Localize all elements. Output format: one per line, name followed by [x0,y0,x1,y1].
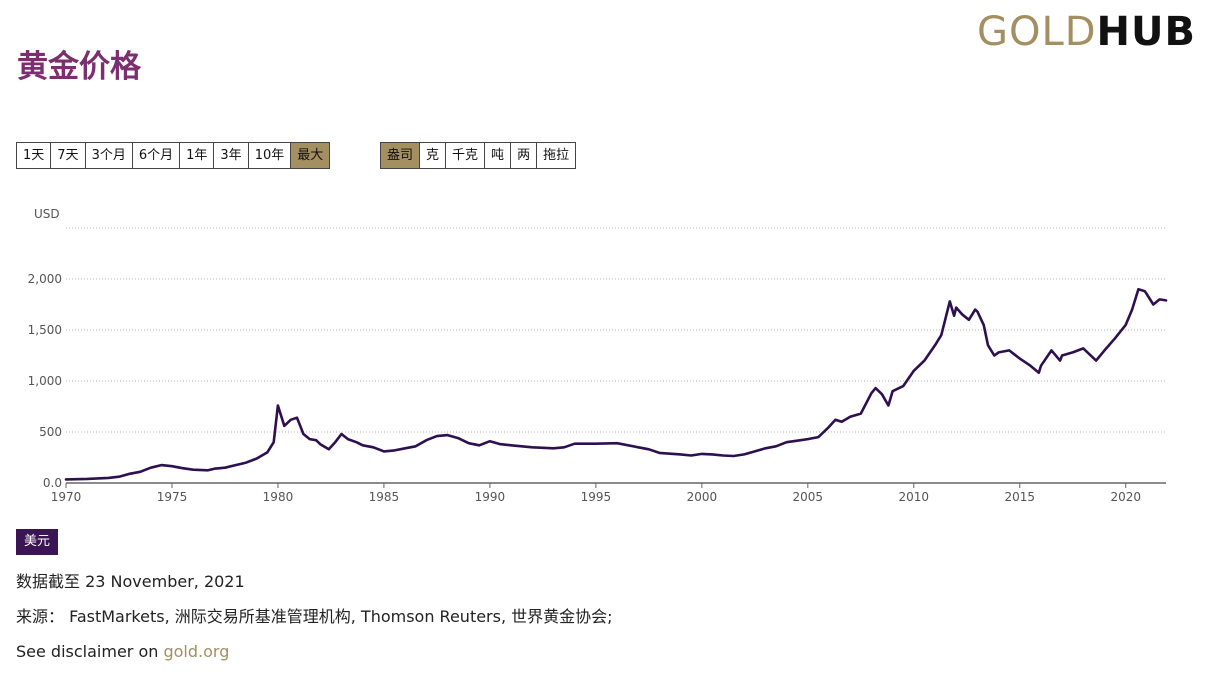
unit-button-5[interactable]: 拖拉 [536,142,577,169]
x-tick-label: 2010 [899,490,930,504]
logo-part-hub: HUB [1096,9,1196,55]
x-tick-label: 1970 [51,490,82,504]
period-button-3[interactable]: 6个月 [131,142,181,169]
period-button-2[interactable]: 3个月 [84,142,133,169]
x-tick-label: 1990 [475,490,506,504]
y-tick-label: 1,500 [28,323,62,337]
logo-part-gold: GOLD [976,9,1097,55]
period-button-0[interactable]: 1天 [16,142,52,169]
currency-badge[interactable]: 美元 [16,529,59,555]
x-tick-label: 2000 [687,490,718,504]
x-tick-label: 2015 [1004,490,1035,504]
period-button-6[interactable]: 10年 [247,142,292,169]
period-selector: 1天 7天 3个月 6个月 1年 3年 10年 最大 [16,142,331,169]
x-tick-label: 1995 [581,490,612,504]
unit-selector: 盎司克千克吨两拖拉 [380,142,577,169]
period-button-1[interactable]: 7天 [50,142,86,169]
unit-button-1[interactable]: 克 [419,142,447,169]
unit-button-2[interactable]: 千克 [445,142,486,169]
x-tick-label: 1985 [369,490,400,504]
disclaimer-note: See disclaimer on gold.org [16,642,229,662]
gold-org-link[interactable]: gold.org [163,642,230,661]
gold-price-chart: 0.0 500 1,000 1,500 2,000 USD 1970 1975 1980 1985… [28,207,1168,504]
source-note: 来源： FastMarkets, 洲际交易所基准管理机构, Thomson Re… [16,607,613,626]
period-button-4[interactable]: 1年 [179,142,215,169]
y-tick-label: 2,000 [28,272,62,286]
data-date-note: 数据截至 23 November, 2021 [16,572,245,591]
x-tick-label: 1980 [263,490,294,504]
gold-price-line [64,287,1168,481]
y-tick-label: 0.0 [43,476,62,490]
y-tick-label: 1,000 [28,374,62,388]
gold-hub-logo[interactable]: GOLDHUB [977,8,1196,56]
page-title: 黄金价格 [17,49,141,85]
x-tick-label: 2020 [1110,490,1141,504]
y-axis-label: USD [34,207,60,221]
y-tick-label: 500 [39,425,62,439]
disclaimer-prefix: See disclaimer on [16,642,164,661]
unit-button-4[interactable]: 两 [510,142,538,169]
period-button-5[interactable]: 3年 [213,142,249,169]
x-tick-label: 1975 [157,490,188,504]
unit-button-3[interactable]: 吨 [484,142,512,169]
unit-button-0[interactable]: 盎司 [380,142,421,169]
period-button-7[interactable]: 最大 [290,142,331,169]
x-tick-label: 2005 [793,490,824,504]
